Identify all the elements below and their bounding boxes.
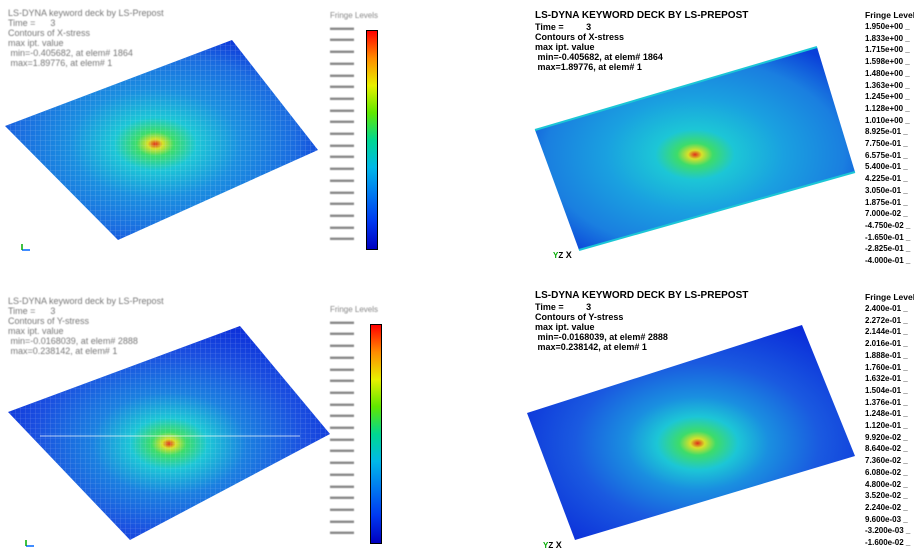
- panel-top-right: LS-DYNA KEYWORD DECK BY LS-PREPOST Time …: [457, 0, 914, 278]
- legend-value: -4.750e-02: [865, 220, 914, 232]
- x-stress-plate-plot: [534, 46, 856, 251]
- colorbar-labels-blurred: Fringe Levels ▬▬▬ ▬▬▬ ▬▬▬ ▬▬▬ ▬▬▬ ▬▬▬ ▬▬▬ ▬▬▬ ▬▬▬…: [330, 11, 379, 243]
- legend-value: 8.640e-02: [865, 443, 914, 455]
- axis-triad-icon: [25, 540, 34, 547]
- axis-y-label: Y: [543, 541, 549, 550]
- legend-value: 1.950e+00: [865, 21, 914, 33]
- legend-value: 8.925e-01: [865, 126, 914, 138]
- legend-value: -3.200e-03: [865, 525, 914, 537]
- legend-value: 7.750e-01: [865, 138, 914, 150]
- legend-value: 1.632e-01: [865, 373, 914, 385]
- legend-value: 5.400e-01: [865, 161, 914, 173]
- plot-title: LS-DYNA KEYWORD DECK BY LS-PREPOST: [535, 10, 749, 21]
- contour-label: Contours of X-stress: [535, 32, 625, 42]
- blurred-header-text: LS-DYNA keyword deck by LS-Prepost Time …: [8, 296, 164, 356]
- axis-z-label: Z: [558, 251, 564, 260]
- legend-value: 1.120e-01: [865, 420, 914, 432]
- fringe-legend: Fringe Levels 2.400e-01 2.272e-01 2.144e…: [865, 292, 914, 549]
- colorbar-labels-blurred: Fringe Levels ▬▬▬ ▬▬▬ ▬▬▬ ▬▬▬ ▬▬▬ ▬▬▬ ▬▬▬ ▬▬▬ ▬▬▬…: [330, 305, 379, 537]
- plate-mesh-plot: [5, 40, 318, 251]
- legend-value: 1.010e+00: [865, 115, 914, 127]
- legend-value: 1.715e+00: [865, 44, 914, 56]
- legend-value: 2.400e-01: [865, 303, 914, 315]
- legend-value: 3.050e-01: [865, 185, 914, 197]
- plot-header: LS-DYNA KEYWORD DECK BY LS-PREPOST Time …: [535, 10, 748, 72]
- legend-value: 4.225e-01: [865, 173, 914, 185]
- panel-bottom-left: LS-DYNA keyword deck by LS-Prepost Time …: [0, 278, 457, 556]
- legend-value: 2.016e-01: [865, 338, 914, 350]
- axis-triad-icon: YZ X: [543, 540, 562, 550]
- legend-value: 1.875e-01: [865, 197, 914, 209]
- legend-value: 6.575e-01: [865, 150, 914, 162]
- legend-value: 7.000e-02: [865, 208, 914, 220]
- axis-x-label: X: [555, 540, 562, 550]
- legend-value: 9.600e-03: [865, 514, 914, 526]
- axis-x-label: X: [565, 250, 572, 260]
- axis-z-label: Z: [548, 541, 554, 550]
- y-stress-plate-plot: [527, 325, 855, 540]
- panel-bottom-right: LS-DYNA KEYWORD DECK BY LS-PREPOST Time …: [457, 278, 914, 556]
- legend-value: 3.520e-02: [865, 490, 914, 502]
- legend-value: 2.240e-02: [865, 502, 914, 514]
- plot-title: LS-DYNA KEYWORD DECK BY LS-PREPOST: [535, 290, 749, 301]
- time-label: Time = 3: [535, 22, 592, 32]
- legend-value: -1.650e-01: [865, 232, 914, 244]
- colorbar: [366, 30, 378, 250]
- axis-y-label: Y: [553, 251, 559, 260]
- panel-top-left: LS-DYNA keyword deck by LS-Prepost Time …: [0, 0, 457, 278]
- min-label: min=-0.0168039, at elem# 2888: [535, 332, 668, 342]
- value-type-label: max ipt. value: [535, 42, 595, 52]
- contour-label: Contours of Y-stress: [535, 312, 624, 322]
- legend-value: 4.800e-02: [865, 479, 914, 491]
- legend-value: -2.825e-01: [865, 243, 914, 255]
- axis-triad-icon: YZ X: [553, 250, 572, 260]
- legend-title: Fringe Levels: [865, 10, 914, 20]
- legend-value: 1.760e-01: [865, 362, 914, 374]
- legend-value: 1.128e+00: [865, 103, 914, 115]
- legend-value: 1.245e+00: [865, 91, 914, 103]
- value-type-label: max ipt. value: [535, 322, 595, 332]
- legend-value: 1.480e+00: [865, 68, 914, 80]
- legend-value: 6.080e-02: [865, 467, 914, 479]
- legend-value: 1.376e-01: [865, 397, 914, 409]
- legend-value: 2.144e-01: [865, 326, 914, 338]
- blurred-header-text: LS-DYNA keyword deck by LS-Prepost Time …: [8, 8, 164, 68]
- legend-value: 1.363e+00: [865, 80, 914, 92]
- legend-value: 9.920e-02: [865, 432, 914, 444]
- time-label: Time = 3: [535, 302, 592, 312]
- axis-triad-icon: [21, 244, 30, 251]
- legend-value: -4.000e-01: [865, 255, 914, 267]
- fringe-legend: Fringe Levels 1.950e+00 1.833e+00 1.715e…: [865, 10, 914, 267]
- legend-value: -1.600e-02: [865, 537, 914, 549]
- plot-header: LS-DYNA KEYWORD DECK BY LS-PREPOST Time …: [535, 290, 748, 352]
- legend-value: 1.598e+00: [865, 56, 914, 68]
- legend-value: 2.272e-01: [865, 315, 914, 327]
- colorbar: [370, 324, 382, 544]
- legend-value: 7.360e-02: [865, 455, 914, 467]
- max-label: max=1.89776, at elem# 1: [535, 62, 642, 72]
- min-label: min=-0.405682, at elem# 1864: [535, 52, 663, 62]
- legend-title: Fringe Levels: [865, 292, 914, 302]
- legend-value: 1.248e-01: [865, 408, 914, 420]
- legend-value: 1.888e-01: [865, 350, 914, 362]
- max-label: max=0.238142, at elem# 1: [535, 342, 647, 352]
- legend-value: 1.504e-01: [865, 385, 914, 397]
- plate-mesh-plot: [8, 326, 330, 547]
- legend-value: 1.833e+00: [865, 33, 914, 45]
